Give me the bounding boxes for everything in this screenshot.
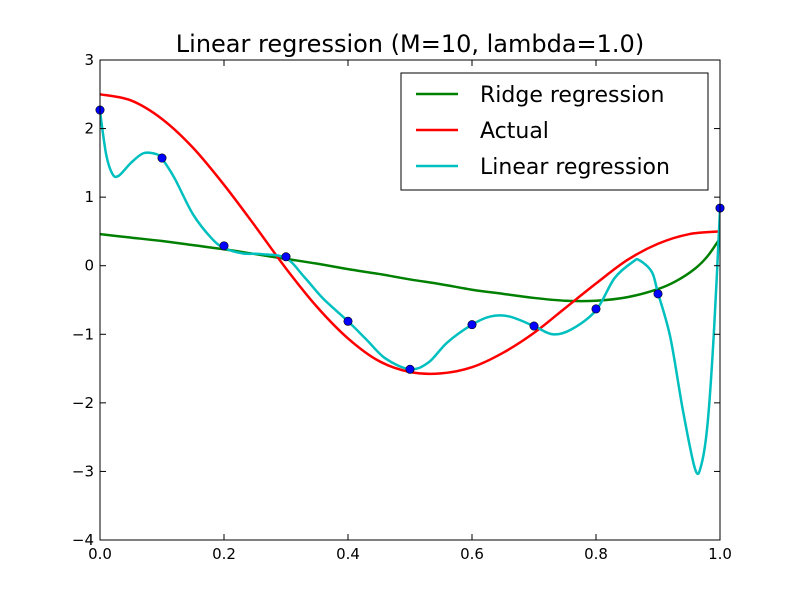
legend-label-linear-regression: Linear regression: [480, 155, 670, 180]
y-tick-label: 0: [84, 257, 94, 275]
y-tick-label: −4: [72, 531, 94, 549]
data-point: [405, 364, 415, 374]
data-point: [343, 316, 353, 326]
data-point: [529, 321, 539, 331]
legend-box: [400, 72, 709, 191]
data-point: [591, 304, 601, 314]
x-tick-labels: 0.0 0.2 0.4 0.6 0.8 1.0: [88, 545, 732, 563]
x-tick-label: 0.0: [88, 545, 112, 563]
y-tick-labels: −4 −3 −2 −1 0 1 2 3: [72, 51, 94, 549]
data-point: [219, 241, 229, 251]
data-point: [467, 320, 477, 330]
chart-title: Linear regression (M=10, lambda=1.0): [176, 30, 644, 58]
data-points-layer: [95, 105, 725, 374]
data-point: [281, 252, 291, 262]
x-tick-label: 1.0: [708, 545, 732, 563]
legend-label-ridge-regression: Ridge regression: [480, 83, 664, 108]
legend-label-actual: Actual: [480, 119, 549, 144]
y-tick-label: 3: [84, 51, 94, 69]
y-tick-label: −1: [72, 325, 94, 343]
x-tick-label: 0.4: [336, 545, 360, 563]
plot-frame: [99, 59, 721, 541]
x-tick-label: 0.6: [460, 545, 484, 563]
y-tick-label: 1: [84, 188, 94, 206]
y-tick-label: 2: [84, 120, 94, 138]
y-tick-label: −3: [72, 462, 94, 480]
data-point: [157, 153, 167, 163]
axis-ticks: [99, 59, 721, 541]
legend: Ridge regression Actual Linear regression: [400, 72, 709, 191]
x-tick-label: 0.8: [584, 545, 608, 563]
x-tick-label: 0.2: [212, 545, 236, 563]
series-line-ridge-regression: [100, 232, 720, 303]
data-point: [653, 289, 663, 299]
y-tick-label: −2: [72, 394, 94, 412]
